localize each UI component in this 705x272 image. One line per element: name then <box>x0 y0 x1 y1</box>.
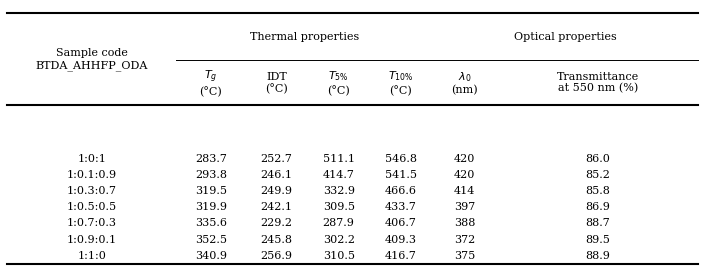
Text: Thermal properties: Thermal properties <box>250 32 359 42</box>
Text: 256.9: 256.9 <box>261 251 293 261</box>
Text: 375: 375 <box>454 251 475 261</box>
Text: 88.7: 88.7 <box>585 218 610 228</box>
Text: 1:0:1: 1:0:1 <box>78 154 106 164</box>
Text: 85.2: 85.2 <box>585 170 611 180</box>
Text: 414.7: 414.7 <box>323 170 355 180</box>
Text: 252.7: 252.7 <box>261 154 293 164</box>
Text: IDT
(°C): IDT (°C) <box>265 72 288 94</box>
Text: 85.8: 85.8 <box>585 186 611 196</box>
Text: 416.7: 416.7 <box>385 251 417 261</box>
Text: $T_{5\%}$
(°C): $T_{5\%}$ (°C) <box>327 70 350 96</box>
Text: 420: 420 <box>454 170 475 180</box>
Text: 433.7: 433.7 <box>385 202 417 212</box>
Text: 1:0.1:0.9: 1:0.1:0.9 <box>67 170 117 180</box>
Text: 1:0.9:0.1: 1:0.9:0.1 <box>67 235 117 245</box>
Text: 229.2: 229.2 <box>261 218 293 228</box>
Text: 397: 397 <box>454 202 475 212</box>
Text: 242.1: 242.1 <box>261 202 293 212</box>
Text: 245.8: 245.8 <box>261 235 293 245</box>
Text: 86.0: 86.0 <box>585 154 611 164</box>
Text: 88.9: 88.9 <box>585 251 611 261</box>
Text: 352.5: 352.5 <box>195 235 227 245</box>
Text: 466.6: 466.6 <box>385 186 417 196</box>
Text: 406.7: 406.7 <box>385 218 417 228</box>
Text: 1:0.7:0.3: 1:0.7:0.3 <box>67 218 117 228</box>
Text: 309.5: 309.5 <box>323 202 355 212</box>
Text: 541.5: 541.5 <box>385 170 417 180</box>
Text: 409.3: 409.3 <box>385 235 417 245</box>
Text: 287.9: 287.9 <box>323 218 355 228</box>
Text: 86.9: 86.9 <box>585 202 611 212</box>
Text: $T_g$
(°C): $T_g$ (°C) <box>200 68 222 97</box>
Text: 283.7: 283.7 <box>195 154 227 164</box>
Text: 293.8: 293.8 <box>195 170 227 180</box>
Text: 319.9: 319.9 <box>195 202 227 212</box>
Text: 546.8: 546.8 <box>385 154 417 164</box>
Text: 414: 414 <box>454 186 475 196</box>
Text: 246.1: 246.1 <box>261 170 293 180</box>
Text: $\lambda_0$
(nm): $\lambda_0$ (nm) <box>451 70 478 95</box>
Text: Transmittance
at 550 nm (%): Transmittance at 550 nm (%) <box>557 72 639 94</box>
Text: Sample code
BTDA_AHHFP_ODA: Sample code BTDA_AHHFP_ODA <box>35 48 148 70</box>
Text: 249.9: 249.9 <box>261 186 293 196</box>
Text: 332.9: 332.9 <box>323 186 355 196</box>
Text: 372: 372 <box>454 235 475 245</box>
Text: 340.9: 340.9 <box>195 251 227 261</box>
Text: 1:0.3:0.7: 1:0.3:0.7 <box>67 186 117 196</box>
Text: 302.2: 302.2 <box>323 235 355 245</box>
Text: 335.6: 335.6 <box>195 218 227 228</box>
Text: Optical properties: Optical properties <box>513 32 616 42</box>
Text: $T_{10\%}$
(°C): $T_{10\%}$ (°C) <box>388 70 414 96</box>
Text: 1:0.5:0.5: 1:0.5:0.5 <box>67 202 117 212</box>
Text: 310.5: 310.5 <box>323 251 355 261</box>
Text: 319.5: 319.5 <box>195 186 227 196</box>
Text: 420: 420 <box>454 154 475 164</box>
Text: 511.1: 511.1 <box>323 154 355 164</box>
Text: 89.5: 89.5 <box>585 235 611 245</box>
Text: 1:1:0: 1:1:0 <box>78 251 106 261</box>
Text: 388: 388 <box>454 218 475 228</box>
